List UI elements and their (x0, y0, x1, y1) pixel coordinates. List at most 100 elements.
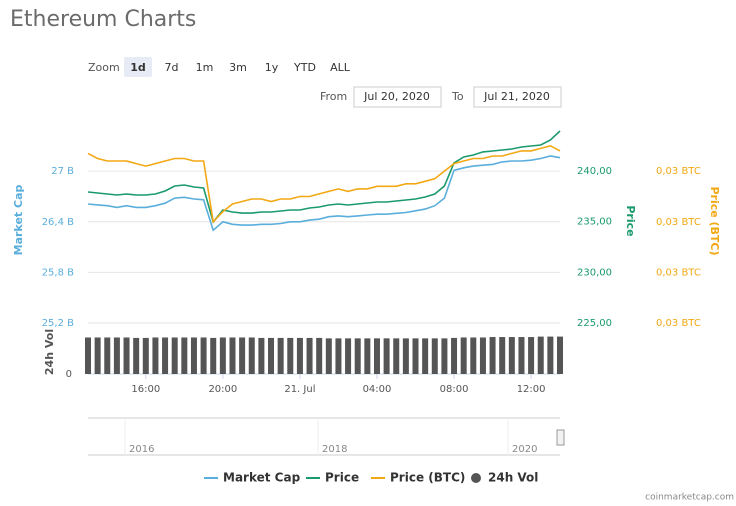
y2-axis-title: Price (624, 205, 637, 236)
x-tick-label: 16:00 (131, 384, 160, 395)
x-tick-label: 12:00 (517, 384, 546, 395)
volume-bar (181, 337, 188, 374)
volume-bar (518, 337, 525, 374)
y3-tick-label: 0,03 BTC (656, 217, 701, 228)
navigator-label: 2018 (322, 444, 347, 455)
navigator-label: 2020 (512, 444, 537, 455)
volume-bar (190, 337, 197, 374)
volume-bar (277, 337, 284, 374)
volume-bar (123, 337, 130, 374)
zoom-button[interactable]: 1d (130, 61, 146, 74)
x-tick-label: 21. Jul (284, 384, 315, 395)
legend-label[interactable]: Price (BTC) (390, 471, 465, 485)
volume-bar (499, 337, 506, 374)
from-value[interactable]: Jul 20, 2020 (363, 90, 430, 103)
volume-bar (142, 337, 149, 374)
zoom-button[interactable]: 7d (165, 61, 179, 74)
volume-bar (441, 338, 448, 374)
volume-bar (229, 337, 236, 374)
series-line (87, 155, 561, 232)
y-tick-label: 26,4 B (42, 217, 74, 228)
volume-bar (239, 337, 246, 374)
navigator-label: 2016 (129, 444, 154, 455)
volume-bar (537, 336, 544, 374)
volume-bar (460, 337, 467, 374)
y3-tick-label: 0,03 BTC (656, 267, 701, 278)
volume-bar (306, 337, 313, 374)
legend-label[interactable]: Price (325, 471, 359, 485)
volume-bar (508, 337, 515, 374)
series-line (87, 130, 561, 224)
volume-bar (354, 338, 361, 374)
volume-bar (557, 336, 563, 374)
volume-bar (547, 336, 554, 374)
volume-bar (402, 338, 409, 374)
volume-bar (210, 337, 217, 374)
volume-bar (248, 337, 255, 374)
volume-bar (268, 337, 275, 374)
zoom-button[interactable]: 1y (265, 61, 279, 74)
volume-bar (171, 337, 178, 374)
volume-bar (258, 337, 265, 374)
series-line (87, 144, 561, 224)
volume-bar (219, 337, 226, 374)
volume-bar (200, 337, 207, 374)
zoom-button[interactable]: ALL (330, 61, 351, 74)
y2-tick-label: 225,00 (577, 318, 612, 329)
y-tick-label: 27 B (51, 166, 74, 177)
volume-tick-label: 0 (66, 369, 72, 380)
to-input[interactable] (473, 86, 562, 108)
volume-bar (393, 338, 400, 374)
to-label: To (451, 90, 464, 103)
volume-bar (133, 337, 140, 374)
y3-tick-label: 0,03 BTC (656, 318, 701, 329)
volume-bar (287, 337, 294, 374)
volume-bar (431, 338, 438, 374)
volume-bar (364, 338, 371, 374)
volume-bar (422, 338, 429, 374)
volume-bar (479, 337, 486, 374)
volume-bar (104, 337, 111, 374)
zoom-label: Zoom (88, 61, 120, 74)
volume-bar (296, 337, 303, 374)
zoom-button[interactable]: 1m (196, 61, 214, 74)
chart-title: Ethereum Charts (10, 7, 196, 32)
zoom-button[interactable]: 3m (229, 61, 247, 74)
volume-bar (113, 337, 120, 374)
legend-label[interactable]: 24h Vol (488, 471, 538, 485)
legend-symbol (471, 473, 481, 483)
volume-axis-title: 24h Vol (43, 329, 56, 375)
x-tick-label: 20:00 (208, 384, 237, 395)
navigator[interactable] (88, 418, 560, 455)
y-axis-title: Market Cap (12, 185, 25, 256)
volume-bar (162, 337, 169, 374)
volume-bar (412, 338, 419, 374)
volume-bar (85, 337, 91, 374)
volume-bar (335, 338, 342, 374)
y2-tick-label: 240,00 (577, 166, 612, 177)
volume-bar (489, 337, 496, 374)
volume-bar (470, 337, 477, 374)
y2-tick-label: 235,00 (577, 217, 612, 228)
volume-bar (345, 338, 352, 374)
volume-bar (528, 337, 535, 374)
zoom-button[interactable]: YTD (293, 61, 316, 74)
from-input[interactable] (353, 86, 442, 108)
x-tick-label: 04:00 (363, 384, 392, 395)
credit: coinmarketcap.com (645, 493, 734, 503)
volume-bar (451, 337, 458, 374)
y3-tick-label: 0,03 BTC (656, 166, 701, 177)
x-tick-label: 08:00 (440, 384, 469, 395)
y-tick-label: 25,2 B (42, 318, 74, 329)
y3-axis-title: Price (BTC) (708, 186, 721, 255)
to-value[interactable]: Jul 21, 2020 (483, 90, 550, 103)
volume-bar (152, 337, 159, 374)
volume-bar (94, 337, 101, 374)
from-label: From (320, 90, 347, 103)
zoom-button-bg[interactable] (124, 57, 152, 77)
volume-bar (383, 338, 390, 374)
legend-label[interactable]: Market Cap (223, 471, 301, 485)
y-tick-label: 25,8 B (42, 267, 74, 278)
navigator-handle[interactable] (556, 429, 565, 446)
